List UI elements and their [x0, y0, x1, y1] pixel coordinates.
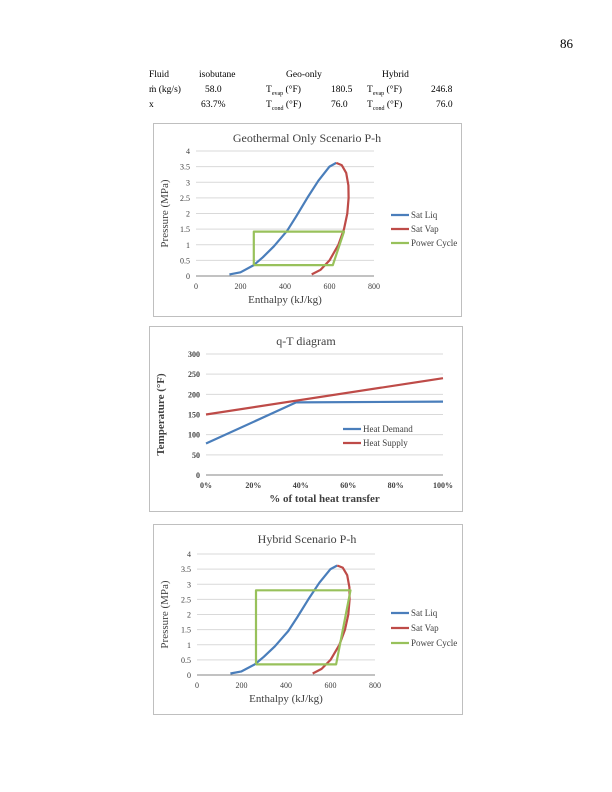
x-tick-label: 200 [235, 282, 247, 291]
x-tick-label: 600 [325, 681, 337, 690]
legend-label: Sat Liq [411, 210, 438, 220]
x-tick-label: 400 [279, 282, 291, 291]
cell-geo-tcond-label: Tcond (°F) [266, 100, 302, 112]
geothermal-ph-chart: Geothermal Only Scenario P-h 0 0.5 1 1.5 2 2.5… [153, 123, 462, 317]
x-tick-label: 0% [200, 481, 212, 490]
x-tick-label: 40% [293, 481, 309, 490]
chart-title: q-T diagram [276, 334, 336, 348]
y-tick-label: 4 [186, 147, 190, 156]
x-axis-label: Enthalpy (kJ/kg) [249, 693, 323, 705]
y-tick-label: 2 [186, 210, 190, 219]
x-tick-label: 0 [194, 282, 198, 291]
x-tick-label: 100% [433, 481, 453, 490]
page-number: 86 [560, 36, 573, 51]
x-tick-label: 400 [280, 681, 292, 690]
cell-hyb-tevap-label: Tevap (°F) [367, 85, 402, 97]
cell-geo-tevap-label: Tevap (°F) [266, 85, 301, 97]
y-axis-label: Pressure (MPa) [159, 179, 171, 247]
cell-fluid-label: Fluid [149, 70, 170, 80]
y-tick-label: 0 [186, 272, 190, 281]
x-axis-label: Enthalpy (kJ/kg) [248, 294, 322, 306]
cell-x-label: x [149, 100, 154, 110]
y-axis-label: Pressure (MPa) [159, 580, 171, 648]
y-tick-label: 100 [188, 431, 200, 440]
chart-title: Geothermal Only Scenario P-h [233, 131, 381, 145]
y-tick-label: 0.5 [181, 656, 191, 665]
y-tick-label: 3 [187, 580, 191, 589]
y-tick-label: 0 [196, 471, 200, 480]
y-tick-label: 4 [187, 550, 191, 559]
series-line-heat-demand [205, 400, 444, 445]
legend-label: Sat Vap [411, 623, 439, 633]
series-line-power-cycle [252, 230, 346, 267]
series-line-power-cycle [254, 589, 352, 666]
series-line-sat-liq [229, 161, 337, 276]
cell-geo-tcond: 76.0 [331, 100, 348, 110]
x-tick-label: 20% [245, 481, 261, 490]
x-axis-label: % of total heat transfer [269, 493, 380, 505]
y-tick-label: 3 [186, 178, 190, 187]
cell-geo-header: Geo-only [286, 70, 322, 80]
cell-x: 63.7% [201, 100, 226, 110]
x-tick-label: 80% [388, 481, 404, 490]
y-tick-label: 50 [192, 451, 200, 460]
x-tick-label: 0 [195, 681, 199, 690]
cell-hybrid-header: Hybrid [382, 70, 409, 80]
qt-diagram-chart: q-T diagram 0 50 100 150 200 250 300 0% 20% 40% 60%… [149, 326, 463, 512]
cell-fluid: isobutane [199, 70, 236, 80]
x-tick-label: 800 [369, 681, 381, 690]
y-tick-label: 2.5 [181, 595, 191, 604]
cell-geo-tevap: 180.5 [331, 85, 353, 95]
x-tick-label: 60% [340, 481, 356, 490]
legend-label: Heat Supply [363, 438, 408, 448]
y-axis-label: Temperature (°F) [155, 373, 167, 456]
series-line-sat-liq [230, 564, 338, 675]
x-tick-label: 800 [368, 282, 380, 291]
legend-label: Sat Liq [411, 608, 438, 618]
y-tick-label: 3.5 [180, 163, 190, 172]
cell-mdot: 58.0 [205, 85, 222, 95]
x-tick-label: 600 [324, 282, 336, 291]
legend-label: Power Cycle [411, 238, 457, 248]
y-tick-label: 1 [187, 641, 191, 650]
legend-label: Power Cycle [411, 638, 457, 648]
cell-hyb-tcond: 76.0 [436, 100, 453, 110]
y-tick-label: 0.5 [180, 256, 190, 265]
y-tick-label: 200 [188, 390, 200, 399]
y-tick-label: 250 [188, 370, 200, 379]
legend-label: Sat Vap [411, 224, 439, 234]
legend-label: Heat Demand [363, 424, 413, 434]
y-tick-label: 1.5 [181, 626, 191, 635]
y-tick-label: 300 [188, 350, 200, 359]
y-tick-label: 2.5 [180, 194, 190, 203]
series-line-heat-supply [205, 377, 444, 416]
cell-hyb-tcond-label: Tcond (°F) [367, 100, 403, 112]
series-line-sat-vap [312, 564, 351, 675]
y-tick-label: 2 [187, 611, 191, 620]
x-tick-label: 200 [236, 681, 248, 690]
y-tick-label: 150 [188, 411, 200, 420]
hybrid-ph-chart: Hybrid Scenario P-h 0 0.5 1 1.5 2 2.5 3 3.5 4 0 200… [153, 524, 463, 715]
y-tick-label: 3.5 [181, 565, 191, 574]
series-line-sat-vap [311, 161, 350, 276]
y-tick-label: 1 [186, 241, 190, 250]
y-tick-label: 1.5 [180, 225, 190, 234]
chart-title: Hybrid Scenario P-h [258, 532, 357, 546]
y-tick-label: 0 [187, 671, 191, 680]
cell-mdot-label: ṁ (kg/s) [149, 85, 181, 95]
cell-hyb-tevap: 246.8 [431, 85, 453, 95]
